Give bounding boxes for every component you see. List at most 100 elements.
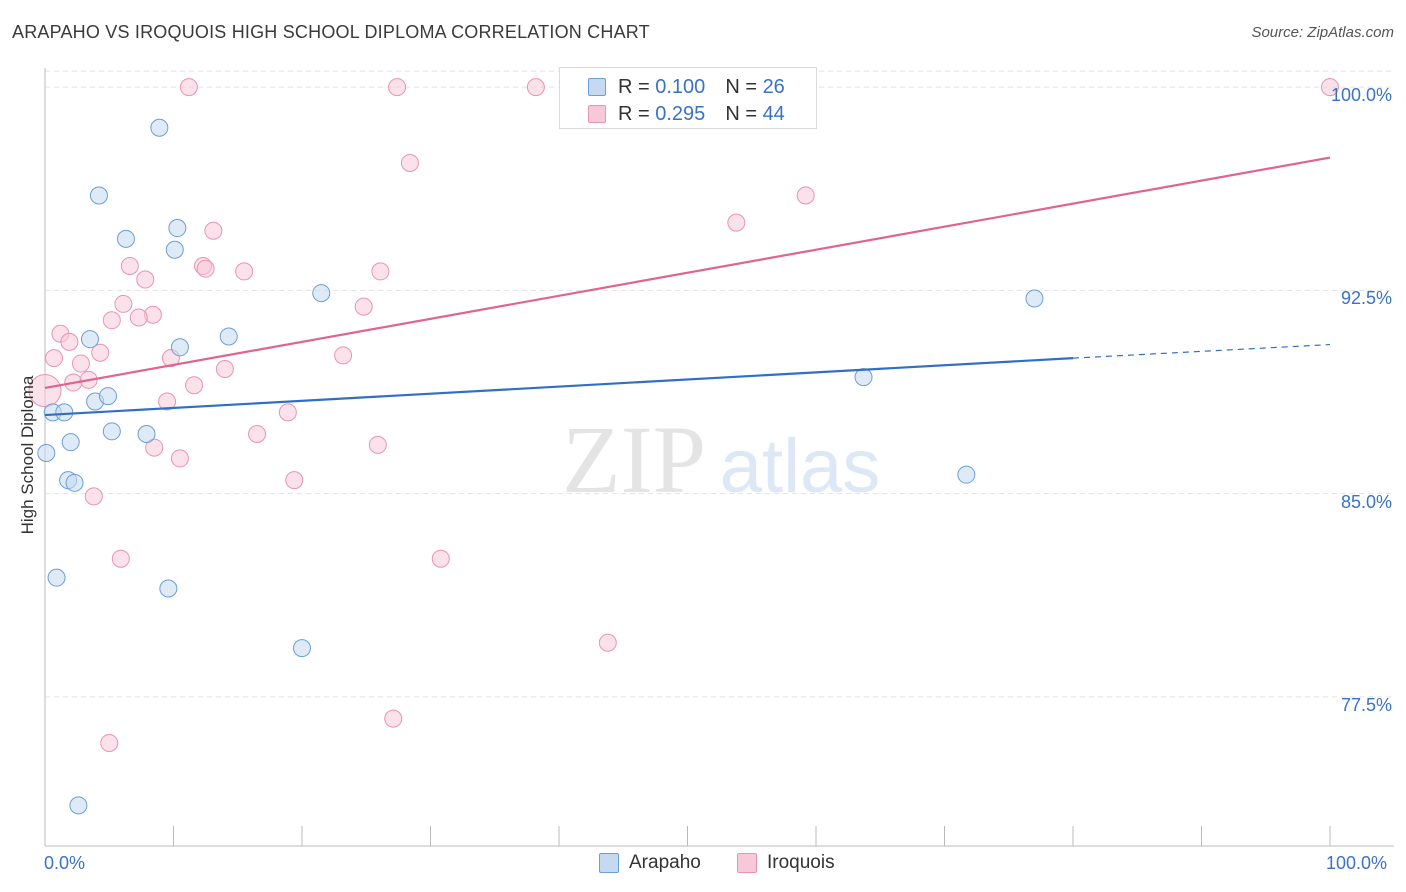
iroquois-point-7 [204,221,223,240]
arapaho-point-7 [80,330,99,349]
iroquois-n-value: 44 [762,102,785,125]
arapaho-legend-label: Arapaho [629,852,701,873]
iroquois-points [28,78,1339,753]
arapaho-point-23 [854,368,873,387]
arapaho-point-19 [47,568,66,587]
arapaho-swatch [588,78,606,96]
iroquois-point-43 [100,734,119,753]
iroquois-trend-line [44,156,1331,390]
iroquois-n-label: N = [725,102,757,125]
arapaho-point-18 [65,473,84,492]
iroquois-point-30 [28,374,62,408]
arapaho-point-2 [116,229,135,248]
iroquois-point-34 [145,438,164,457]
arapaho-point-12 [98,387,117,406]
legend-row-arapaho: R = 0.100 N = 26 [560,74,785,100]
iroquois-r-value: 0.295 [655,102,706,125]
iroquois-point-33 [248,425,267,444]
source-label: Source: ZipAtlas.com [1251,24,1394,41]
arapaho-point-24 [957,465,976,484]
arapaho-r-value: 0.100 [655,75,706,98]
iroquois-point-38 [84,487,103,506]
chart-title: ARAPAHO VS IROQUOIS HIGH SCHOOL DIPLOMA … [12,22,650,42]
iroquois-point-5 [796,186,815,205]
iroquois-point-24 [334,346,353,365]
x-tick-label-min: 0.0% [44,853,86,873]
arapaho-point-21 [293,639,311,658]
watermark-zip: ZIP [562,406,706,513]
iroquois-point-29 [185,376,204,395]
arapaho-point-1 [89,186,108,205]
y-tick-label-0: 77.5% [1340,694,1392,715]
iroquois-point-36 [170,449,189,468]
arapaho-point-5 [312,284,331,303]
iroquois-point-22 [44,349,63,368]
legend-item-arapaho[interactable]: Arapaho [599,852,701,874]
y-tick-label-2: 92.5% [1340,288,1392,309]
iroquois-point-42 [384,709,403,728]
iroquois-legend-swatch [737,853,757,873]
gridlines [45,70,1394,698]
arapaho-point-15 [37,444,56,462]
x-tick-label-max: 100.0% [1326,853,1388,873]
arapaho-point-4 [165,240,184,259]
arapaho-legend-swatch [599,853,619,873]
arapaho-point-25 [1025,289,1044,308]
arapaho-point-13 [102,422,121,441]
iroquois-point-11 [235,262,254,281]
iroquois-point-13 [136,270,155,289]
iroquois-point-4 [400,153,419,172]
iroquois-point-10 [196,259,215,278]
iroquois-point-40 [431,549,450,568]
arapaho-point-20 [159,579,178,598]
iroquois-point-3 [1321,78,1339,97]
iroquois-point-14 [114,294,133,313]
arapaho-trend-extension [1072,343,1331,359]
iroquois-point-2 [526,78,545,97]
iroquois-point-41 [598,633,617,652]
iroquois-point-37 [285,471,304,490]
watermark: ZIP atlas [562,406,880,513]
watermark-atlas: atlas [720,424,881,509]
arapaho-point-14 [137,425,156,444]
arapaho-points [37,118,1044,815]
iroquois-point-17 [102,311,121,330]
iroquois-point-18 [354,297,373,316]
iroquois-point-20 [60,332,79,351]
iroquois-point-21 [91,343,110,362]
iroquois-point-39 [111,549,130,568]
legend-row-iroquois: R = 0.295 N = 44 [560,101,785,127]
y-tick-label-1: 85.0% [1340,491,1392,512]
iroquois-point-6 [727,213,746,232]
arapaho-point-6 [219,327,238,346]
arapaho-point-10 [55,403,74,422]
arapaho-point-3 [168,219,187,238]
arapaho-point-22 [69,796,88,815]
arapaho-point-16 [61,433,80,452]
arapaho-point-0 [150,118,169,137]
y-tick-label-3: 100.0% [1330,85,1392,106]
y-axis-label: High School Diploma [18,375,37,535]
iroquois-point-16 [129,308,148,327]
arapaho-n-label: N = [725,75,757,98]
iroquois-point-26 [215,359,234,378]
iroquois-point-35 [368,435,387,454]
iroquois-point-31 [158,392,177,411]
iroquois-legend-label: Iroquois [767,852,835,873]
arapaho-r-label: R = [618,75,650,98]
arapaho-n-value: 26 [762,75,785,98]
iroquois-swatch [588,105,606,123]
iroquois-point-32 [278,403,297,422]
arapaho-point-8 [170,338,189,357]
iroquois-point-8 [120,256,139,275]
arapaho-trend-line [44,357,1074,417]
iroquois-point-0 [179,78,198,97]
legend-item-iroquois[interactable]: Iroquois [737,852,835,874]
iroquois-r-label: R = [618,102,650,125]
stats-legend: R = 0.100 N = 26 R = 0.295 N = 44 [559,67,817,129]
iroquois-point-25 [71,354,90,373]
iroquois-point-1 [388,78,407,97]
iroquois-point-12 [371,262,390,281]
trend-lines [44,156,1331,417]
